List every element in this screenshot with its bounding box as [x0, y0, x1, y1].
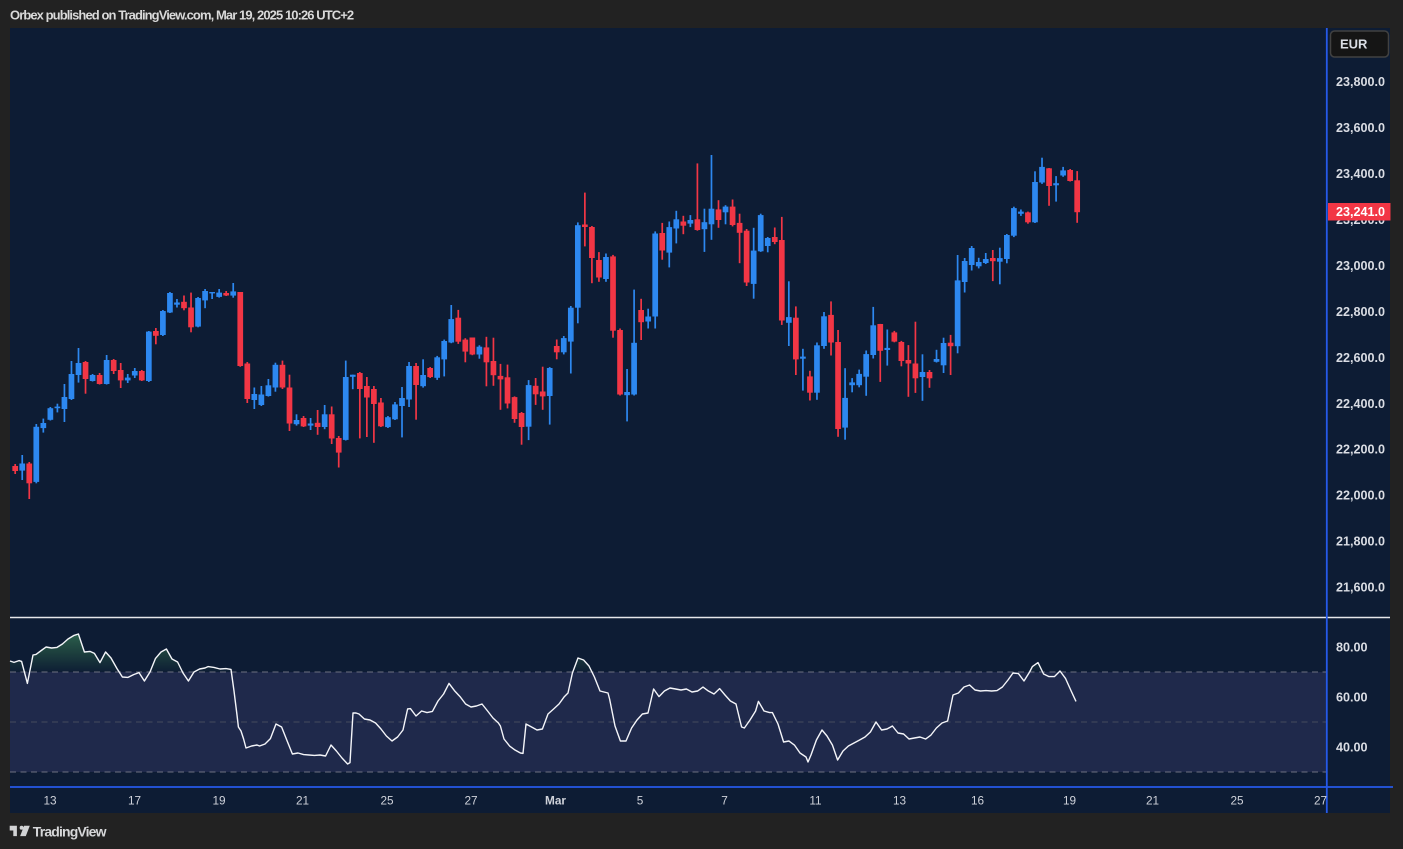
svg-text:16: 16	[971, 794, 985, 808]
svg-text:21: 21	[1146, 794, 1159, 808]
svg-text:17: 17	[128, 794, 141, 808]
svg-text:19: 19	[1063, 794, 1076, 808]
svg-text:11: 11	[809, 794, 821, 808]
svg-text:80.00: 80.00	[1336, 641, 1368, 655]
svg-text:40.00: 40.00	[1336, 741, 1368, 755]
svg-text:EUR: EUR	[1340, 37, 1368, 52]
svg-text:5: 5	[637, 794, 644, 808]
svg-text:Orbex published on TradingView: Orbex published on TradingView.com, Mar …	[10, 8, 354, 23]
svg-text:19: 19	[212, 794, 225, 808]
svg-text:22,800.0: 22,800.0	[1336, 305, 1385, 319]
svg-text:25: 25	[1230, 794, 1244, 808]
svg-text:23,400.0: 23,400.0	[1336, 167, 1385, 181]
svg-text:22,200.0: 22,200.0	[1336, 443, 1385, 457]
svg-text:21: 21	[296, 794, 309, 808]
svg-text:21,800.0: 21,800.0	[1336, 535, 1385, 549]
svg-text:23,600.0: 23,600.0	[1336, 121, 1385, 135]
svg-text:Mar: Mar	[545, 794, 566, 808]
svg-text:22,600.0: 22,600.0	[1336, 351, 1385, 365]
svg-text:23,241.0: 23,241.0	[1336, 205, 1385, 219]
svg-text:22,000.0: 22,000.0	[1336, 489, 1385, 503]
svg-text:22,400.0: 22,400.0	[1336, 397, 1385, 411]
svg-text:25: 25	[380, 794, 394, 808]
svg-text:23,000.0: 23,000.0	[1336, 259, 1385, 273]
svg-text:13: 13	[893, 794, 907, 808]
svg-text:27: 27	[464, 794, 477, 808]
svg-text:21,600.0: 21,600.0	[1336, 581, 1385, 595]
svg-text:60.00: 60.00	[1336, 691, 1368, 705]
svg-text:TradingView: TradingView	[33, 823, 107, 839]
svg-text:23,800.0: 23,800.0	[1336, 75, 1385, 89]
svg-text:13: 13	[43, 794, 57, 808]
svg-text:7: 7	[721, 794, 728, 808]
svg-text:27: 27	[1314, 794, 1327, 808]
